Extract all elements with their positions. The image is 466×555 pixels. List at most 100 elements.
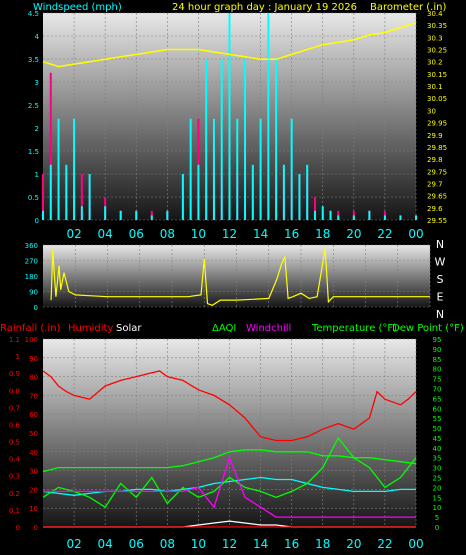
- temperature-tick-label: 10: [433, 504, 442, 512]
- temp-x-tick: 04: [98, 537, 113, 551]
- humidity-tick-label: 30: [29, 468, 38, 476]
- legend-dewpoint: Dew Point (°F): [392, 323, 464, 334]
- windchill-line: [43, 455, 416, 518]
- temp-x-tick: 02: [66, 537, 81, 551]
- temperature-tick-label: 40: [433, 445, 442, 453]
- humidity-tick-label: 80: [29, 374, 38, 382]
- wind-tick-label: 0.5: [28, 194, 39, 202]
- temp-x-tick: 06: [129, 537, 144, 551]
- temp-x-tick: 18: [315, 537, 330, 551]
- legend-solar: Solar: [116, 323, 142, 334]
- rain-tick-label: 0.8: [9, 387, 20, 395]
- wind-axis-title: Windspeed (mph): [33, 2, 122, 13]
- wind-x-tick: 10: [191, 227, 206, 241]
- humidity-tick-label: 60: [29, 411, 38, 419]
- humidity-tick-label: 70: [29, 392, 38, 400]
- direction-tick-label: 360: [25, 242, 38, 250]
- rain-tick-label: 1.1: [9, 336, 20, 344]
- temp-x-tick: 22: [377, 537, 392, 551]
- barometer-tick-label: 29.6: [427, 205, 443, 213]
- temperature-tick-label: 25: [433, 475, 442, 483]
- temperature-tick-label: 65: [433, 395, 442, 403]
- wind-tick-label: 4.5: [28, 10, 39, 18]
- rain-tick-label: 1: [16, 353, 20, 361]
- wind-tick-label: 4: [35, 33, 40, 41]
- temperature-tick-label: 50: [433, 425, 442, 433]
- wind-x-tick: 14: [253, 227, 268, 241]
- wind-x-tick: 12: [222, 227, 237, 241]
- temperature-tick-label: 35: [433, 455, 442, 463]
- temperature-tick-label: 90: [433, 346, 442, 354]
- wind-x-tick: 02: [66, 227, 81, 241]
- wind-tick-label: 2.5: [28, 102, 39, 110]
- barometer-axis-title: Barometer (.in): [370, 2, 446, 13]
- wind-x-tick: 18: [315, 227, 330, 241]
- wind-x-tick: 16: [284, 227, 299, 241]
- wind-tick-label: 1.5: [28, 148, 39, 156]
- wind-x-tick: 04: [98, 227, 113, 241]
- temperature-tick-label: 15: [433, 494, 442, 502]
- temperature-tick-label: 45: [433, 435, 442, 443]
- temp-x-tick: 20: [346, 537, 361, 551]
- rain-tick-label: 0: [16, 524, 20, 532]
- humidity-tick-label: 10: [29, 505, 38, 513]
- rain-tick-label: 0.3: [9, 473, 20, 481]
- humidity-tick-label: 20: [29, 486, 38, 494]
- tick-labels: 0 0.5 1 1.5 2 2.5 3 3.5 4 4.5 29.55 29.6 29.65 29.7 29…: [9, 10, 447, 551]
- temp-x-tick: 16: [284, 537, 299, 551]
- temperature-tick-label: 70: [433, 385, 442, 393]
- legend-temperature: Temperature (°F): [311, 323, 397, 334]
- barometer-tick-label: 30.25: [427, 47, 447, 55]
- legend-aqi: ΔAQI: [212, 323, 236, 334]
- barometer-tick-label: 30.4: [427, 10, 443, 18]
- wind-tick-label: 2: [35, 125, 39, 133]
- legend-humidity: Humidity: [68, 323, 113, 334]
- rain-tick-label: 0.5: [9, 439, 20, 447]
- wind-tick-label: 1: [35, 171, 39, 179]
- temperature-tick-label: 95: [433, 336, 442, 344]
- rain-tick-label: 0.9: [9, 370, 20, 378]
- temperature-tick-label: 20: [433, 484, 442, 492]
- rain-tick-label: 0.6: [9, 421, 21, 429]
- wind-x-tick: 00: [408, 227, 423, 241]
- barometer-tick-label: 29.75: [427, 168, 447, 176]
- temperature-tick-label: 60: [433, 405, 442, 413]
- temperature-tick-label: 0: [435, 524, 439, 532]
- barometer-tick-label: 29.9: [427, 132, 443, 140]
- barometer-tick-label: 30.05: [427, 95, 447, 103]
- rain-tick-label: 0.2: [9, 490, 20, 498]
- direction-tick-label: 90: [29, 289, 38, 297]
- temperature-tick-label: 5: [435, 514, 439, 522]
- rain-tick-label: 0.4: [9, 456, 21, 464]
- wind-direction-line: [50, 248, 430, 306]
- wind-x-tick: 08: [160, 227, 175, 241]
- barometer-tick-label: 29.55: [427, 217, 447, 225]
- humidity-tick-label: 50: [29, 430, 38, 438]
- barometer-line: [42, 21, 417, 68]
- wind-tick-label: 0: [35, 217, 39, 225]
- barometer-tick-label: 30.15: [427, 71, 447, 79]
- temperature-tick-label: 85: [433, 356, 442, 364]
- wind-x-tick: 22: [377, 227, 392, 241]
- compass-label: N: [436, 238, 444, 251]
- temperature-tick-label: 80: [433, 366, 442, 374]
- compass-label: W: [435, 256, 446, 269]
- barometer-tick-label: 29.95: [427, 120, 447, 128]
- temp-x-tick: 10: [191, 537, 206, 551]
- direction-tick-label: 180: [25, 273, 38, 281]
- humidity-tick-label: 40: [29, 449, 38, 457]
- wind-x-tick: 20: [346, 227, 361, 241]
- barometer-tick-label: 29.65: [427, 193, 447, 201]
- compass-label: S: [437, 273, 444, 286]
- humidity-tick-label: 90: [29, 355, 38, 363]
- direction-tick-label: 270: [25, 258, 38, 266]
- compass-label: E: [437, 291, 444, 304]
- barometer-tick-label: 29.85: [427, 144, 447, 152]
- legend-rainfall: Rainfall (.in): [0, 323, 61, 334]
- rain-tick-label: 0.1: [9, 507, 20, 515]
- temperature-tick-label: 75: [433, 376, 442, 384]
- temp-x-tick: 00: [408, 537, 423, 551]
- legend-windchill: Windchill: [246, 323, 291, 334]
- temperature-tick-label: 30: [433, 465, 442, 473]
- barometer-tick-label: 29.7: [427, 180, 443, 188]
